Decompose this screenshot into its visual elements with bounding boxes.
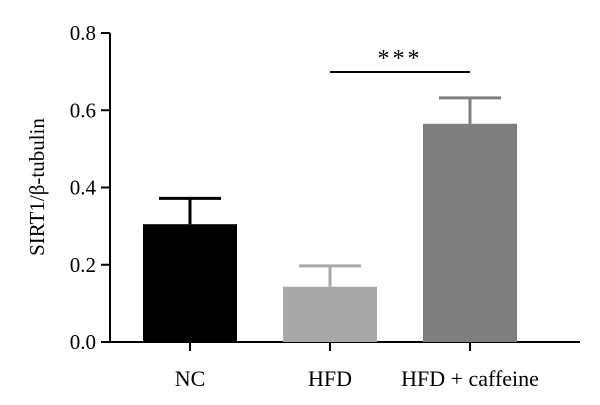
y-tick-label: 0.2: [70, 253, 96, 277]
y-axis: 0.0 0.2 0.4 0.6 0.8: [70, 21, 111, 354]
category-label: NC: [175, 366, 206, 391]
category-label: HFD + caffeine: [401, 366, 539, 391]
bar: [283, 286, 377, 342]
significance-label: ***: [378, 46, 423, 72]
significance-annotations: ***: [330, 46, 470, 73]
category-label: HFD: [308, 366, 352, 391]
y-tick-label: 0.0: [70, 330, 96, 354]
bar: [423, 123, 517, 342]
bar-series: [143, 123, 517, 342]
y-axis-title: SIRT1/β-tubulin: [25, 118, 49, 256]
y-tick-label: 0.8: [70, 21, 96, 45]
y-tick-label: 0.6: [70, 98, 96, 122]
x-axis: [110, 341, 580, 351]
bar: [143, 224, 237, 342]
category-labels: NC HFD HFD + caffeine: [175, 366, 539, 391]
y-tick-label: 0.4: [70, 176, 97, 200]
error-bars: [159, 96, 501, 287]
